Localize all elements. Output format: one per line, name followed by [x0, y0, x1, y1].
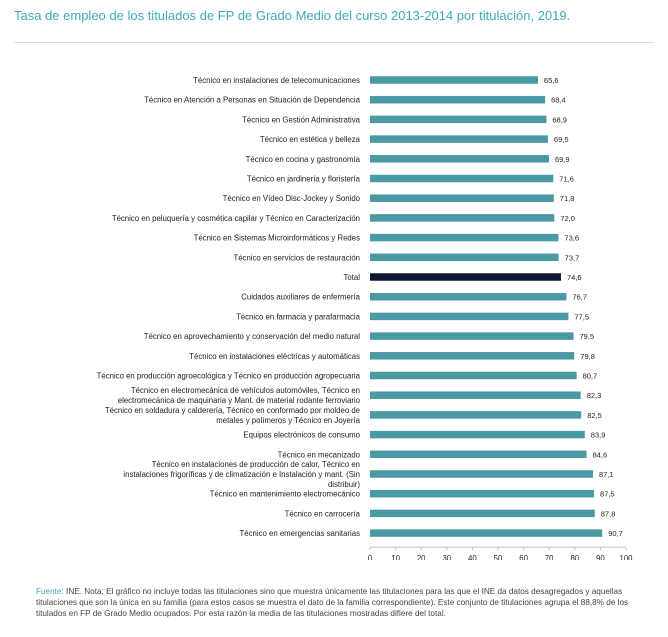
category-label: metales y polímeros y Técnico en Joyería — [216, 416, 360, 425]
data-label: 71,6 — [559, 175, 574, 184]
data-label: 84,6 — [593, 450, 608, 459]
data-label: 87,5 — [600, 490, 615, 499]
category-label: Técnico en Sistemas Microinformáticos y … — [194, 234, 360, 243]
bar — [370, 352, 575, 360]
data-label: 79,5 — [580, 332, 595, 341]
bar — [370, 253, 559, 262]
category-label: Técnico en Vídeo Disc-Jockey y Sonido — [223, 194, 361, 203]
data-label: 72,0 — [560, 214, 575, 223]
data-label: 71,8 — [560, 194, 575, 203]
bar — [370, 391, 581, 399]
category-label: Técnico en estética y belleza — [260, 135, 361, 144]
bar — [370, 155, 549, 163]
title-divider — [14, 42, 654, 43]
bar — [370, 115, 547, 124]
bar — [370, 371, 577, 380]
data-label: 83,9 — [591, 431, 606, 440]
bar — [370, 470, 593, 478]
bar — [370, 430, 585, 439]
bar — [370, 292, 567, 301]
data-label: 74,6 — [567, 273, 582, 282]
footnote-text: INE. Nota: El gráfico no incluye todas l… — [36, 587, 629, 618]
bar — [370, 135, 548, 143]
category-label: electromecánica de maquinaria y Mant. de… — [118, 396, 361, 405]
x-tick-label: 0 — [368, 554, 373, 560]
category-label: Técnico en cocina y gastronomía — [246, 155, 361, 164]
data-label: 73,7 — [565, 253, 580, 262]
data-label: 76,7 — [572, 293, 587, 302]
bar — [370, 194, 554, 202]
data-label: 77,5 — [574, 312, 589, 321]
data-label: 79,8 — [580, 352, 595, 361]
data-label: 69,5 — [554, 135, 569, 144]
category-label: Equipos electrónicos de consumo — [243, 431, 360, 440]
x-tick-label: 40 — [468, 554, 477, 560]
category-label: instalaciones frigoríficas y de climatiz… — [123, 470, 360, 479]
data-label: 80,7 — [583, 372, 598, 381]
category-label: Técnico en instalaciones de producción d… — [152, 460, 360, 469]
category-label: Técnico en mantenimiento electromecánico — [210, 490, 361, 499]
footnote-source-label: Fuente: — [36, 587, 64, 596]
bar — [370, 411, 582, 419]
category-label: Técnico en aprovechamiento y conservació… — [144, 332, 361, 341]
x-tick-label: 60 — [519, 554, 528, 560]
x-tick-label: 90 — [596, 554, 605, 560]
bar — [370, 450, 587, 459]
category-label: Técnico en Gestión Administrativa — [242, 115, 361, 124]
bar-chart: 65,6 Técnico en instalaciones de telecomu… — [97, 76, 634, 560]
x-tick-label: 20 — [417, 554, 426, 560]
data-label: 87,1 — [599, 470, 614, 479]
bar — [370, 76, 538, 84]
chart-title: Tasa de empleo de los titulados de FP de… — [14, 8, 571, 23]
x-tick-label: 10 — [391, 554, 400, 560]
category-label: Técnico en servicios de restauración — [233, 253, 360, 262]
x-tick-label: 100 — [619, 554, 633, 560]
category-label: Técnico en peluquería y cosmética capila… — [112, 214, 360, 223]
category-label: Técnico en instalaciones de telecomunica… — [193, 76, 360, 85]
data-label: 65,6 — [544, 76, 559, 85]
bar — [370, 214, 555, 222]
bar — [370, 529, 603, 537]
data-label: 68,9 — [552, 115, 567, 124]
x-tick-label: 30 — [442, 554, 451, 560]
category-label: Técnico en emergencias sanitarias — [240, 529, 361, 538]
bar — [370, 95, 546, 104]
chart-footnote: Fuente: INE. Nota: El gráfico no incluye… — [36, 586, 636, 619]
category-label: Cuidados auxiliares de enfermería — [241, 293, 360, 302]
data-label: 68,4 — [551, 96, 566, 105]
category-label: distribuir) — [328, 480, 360, 489]
category-label: Técnico en instalaciones eléctricas y au… — [189, 352, 360, 361]
data-label: 90,7 — [608, 529, 623, 538]
bar — [370, 332, 574, 340]
category-label: Técnico en jardinería y floristería — [247, 175, 361, 184]
category-label: Técnico en carrocería — [285, 509, 361, 518]
category-label: Total — [344, 273, 361, 282]
category-label: Técnico en Atención a Personas en Situac… — [144, 96, 361, 105]
data-label: 87,8 — [601, 509, 616, 518]
x-tick-label: 70 — [545, 554, 554, 560]
bar — [370, 489, 594, 498]
bar — [370, 509, 595, 518]
bar — [370, 273, 561, 281]
x-tick-label: 80 — [570, 554, 579, 560]
category-label: Técnico en electromecánica de vehículos … — [131, 386, 360, 395]
category-label: Técnico en soldadura y calderería, Técni… — [105, 406, 360, 415]
bar — [370, 312, 569, 321]
data-label: 69,9 — [555, 155, 570, 164]
bar — [370, 233, 559, 242]
category-label: Técnico en farmacia y parafarmacia — [236, 312, 361, 321]
category-label: Técnico en producción agroecológica y Té… — [97, 372, 361, 381]
data-label: 82,3 — [587, 391, 602, 400]
data-label: 73,6 — [564, 234, 579, 243]
category-label: Técnico en mecanizado — [278, 450, 361, 459]
bar — [370, 174, 554, 183]
data-label: 82,5 — [587, 411, 602, 420]
x-tick-label: 50 — [494, 554, 503, 560]
